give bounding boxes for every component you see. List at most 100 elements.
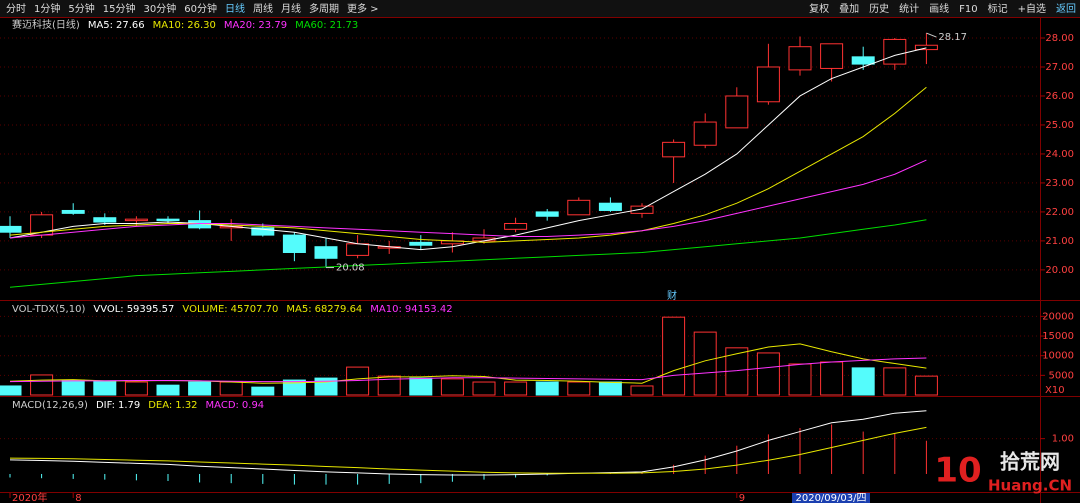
y-tick-label: 21.00 — [1045, 236, 1074, 247]
toolbar-button[interactable]: +自选 — [1018, 2, 1046, 15]
candle-body — [630, 205, 654, 214]
candle-body — [567, 199, 591, 216]
date-label: 9 — [739, 493, 745, 503]
volume-bar — [472, 381, 496, 396]
indicator-label: MA10: — [153, 20, 185, 31]
toolbar-item[interactable]: 15分钟 — [103, 2, 136, 15]
volume-bar — [914, 375, 938, 396]
y-tick-label: 15000 — [1042, 331, 1074, 342]
indicator-value: 1.79 — [118, 400, 140, 411]
volume-bar — [756, 352, 780, 396]
y-tick-label: 26.00 — [1045, 91, 1074, 102]
indicator-value: 94153.42 — [405, 304, 453, 315]
indicator-line — [9, 357, 927, 383]
panel-title: 赛迈科技(日线) — [12, 18, 80, 31]
candle-body — [0, 225, 22, 233]
cursor-box — [792, 493, 870, 503]
indicator-label: MACD: — [206, 400, 239, 411]
volume-bar — [820, 361, 844, 396]
indicator-value: 27.66 — [116, 20, 145, 31]
candle-body — [820, 43, 844, 69]
volume-bar — [598, 381, 622, 396]
date-label: 2020年 — [12, 491, 47, 503]
candle-body — [124, 218, 148, 222]
volume-bar — [693, 331, 717, 396]
toolbar-item[interactable]: 周线 — [253, 2, 273, 15]
volume-bar — [883, 367, 907, 396]
toolbar-button[interactable]: 统计 — [899, 2, 919, 15]
indicator-value: 23.79 — [258, 20, 287, 31]
indicator-value: 21.73 — [330, 20, 359, 31]
volume-bar — [124, 381, 148, 396]
candle-body — [535, 211, 559, 217]
toolbar-item[interactable]: 多周期 — [309, 2, 339, 15]
indicator-value: 0.94 — [242, 400, 264, 411]
toolbar-item[interactable]: 更多 > — [347, 2, 379, 15]
toolbar-button[interactable]: 复权 — [809, 2, 829, 15]
candle-body — [693, 121, 717, 146]
toolbar-button[interactable]: 标记 — [988, 3, 1008, 15]
volume-bar — [61, 379, 85, 396]
indicator-label: VVOL: — [93, 304, 123, 315]
watermark-name: 拾荒网 — [1000, 450, 1060, 474]
y-tick-label: 1.00 — [1052, 434, 1074, 445]
toolbar-item[interactable]: 月线 — [281, 2, 301, 15]
indicator-label: DIF: — [96, 400, 115, 411]
toolbar-item[interactable]: 5分钟 — [68, 2, 94, 15]
indicator-label: MA10: — [370, 304, 402, 315]
indicator-value: 59395.57 — [127, 304, 175, 315]
toolbar-button[interactable]: 叠加 — [839, 3, 859, 15]
volume-bar — [788, 363, 812, 396]
volume-bar — [630, 385, 654, 396]
y-tick-label: 22.00 — [1045, 207, 1074, 218]
y-tick-label: 20000 — [1042, 311, 1074, 322]
toolbar-item[interactable]: 1分钟 — [34, 2, 60, 15]
toolbar-button[interactable]: 画线 — [929, 2, 949, 15]
low-label: 20.08 — [336, 263, 365, 274]
toolbar-button[interactable]: 历史 — [869, 3, 889, 15]
high-pointer — [926, 32, 937, 38]
y-tick-label: 5000 — [1049, 370, 1074, 381]
indicator-line — [9, 47, 927, 251]
candle-body — [914, 44, 938, 51]
y-tick-label: 27.00 — [1045, 62, 1074, 73]
indicator-line — [9, 426, 927, 474]
candle-body — [788, 46, 812, 71]
y-tick-label: 10000 — [1042, 351, 1074, 362]
toolbar-button[interactable]: F10 — [959, 4, 977, 15]
panel-title: MACD(12,26,9) — [12, 400, 88, 411]
indicator-value: 68279.64 — [315, 304, 363, 315]
toolbar-item[interactable]: 30分钟 — [143, 2, 176, 15]
candle-body — [93, 217, 117, 223]
candle-body — [346, 243, 370, 256]
candle-body — [282, 234, 306, 253]
candle-body — [409, 241, 433, 246]
high-label: 28.17 — [938, 32, 967, 43]
toolbar-item[interactable]: 分时 — [6, 3, 26, 15]
y-tick-label: 24.00 — [1045, 149, 1074, 160]
volume-bar — [219, 381, 243, 396]
indicator-value: 1.32 — [175, 400, 197, 411]
watermark-number: 10 — [934, 451, 981, 491]
volume-bar — [282, 379, 306, 396]
toolbar-button[interactable]: 返回 — [1056, 3, 1076, 15]
indicator-label: VOLUME: — [182, 304, 227, 315]
indicator-line — [9, 219, 927, 288]
volume-bar — [377, 375, 401, 396]
y-tick-label: 28.00 — [1045, 33, 1074, 44]
candle-body — [251, 227, 275, 236]
cursor-date: 2020/09/03/四 — [795, 493, 866, 503]
indicator-value: 45707.70 — [231, 304, 279, 315]
candle-body — [756, 66, 780, 103]
toolbar-item[interactable]: 日线 — [225, 2, 245, 15]
candle-body — [156, 218, 180, 222]
volume-bar — [409, 377, 433, 396]
indicator-line — [9, 410, 927, 476]
candle-body — [504, 223, 528, 230]
volume-bar — [0, 385, 22, 396]
indicator-label: MA5: — [286, 304, 311, 315]
toolbar-item[interactable]: 60分钟 — [184, 2, 217, 15]
y-tick-label: 20.00 — [1045, 265, 1074, 276]
